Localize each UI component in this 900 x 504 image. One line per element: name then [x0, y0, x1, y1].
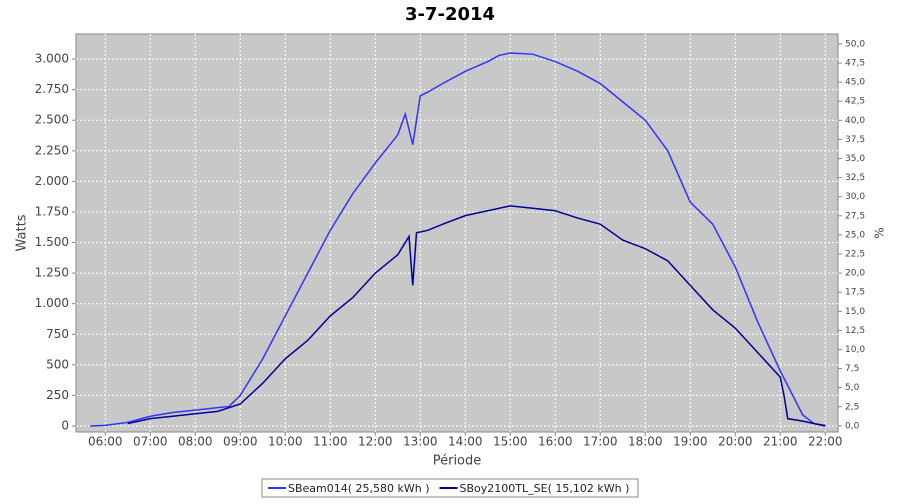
y2-tick-label: 7,5	[845, 364, 859, 374]
y-tick-label: 2.250	[35, 143, 69, 157]
y2-tick-label: 17,5	[845, 288, 865, 298]
y2-axis-label: %	[873, 227, 887, 238]
y2-tick-label: 20,0	[845, 269, 865, 279]
y-tick-label: 250	[46, 388, 69, 402]
y-axis-label: Watts	[15, 214, 30, 251]
x-tick-label: 17:00	[583, 435, 618, 449]
y-tick-label: 1.000	[35, 296, 69, 310]
x-tick-label: 09:00	[223, 435, 258, 449]
legend-label: SBeam014( 25,580 kWh )	[288, 482, 430, 495]
y2-tick-label: 12,5	[845, 326, 865, 336]
y2-tick-label: 25,0	[845, 230, 865, 240]
y-tick-label: 0	[61, 419, 69, 433]
x-tick-label: 12:00	[358, 435, 393, 449]
x-tick-label: 11:00	[313, 435, 348, 449]
y2-tick-label: 37,5	[845, 135, 865, 145]
y2-tick-label: 40,0	[845, 116, 865, 126]
x-tick-label: 21:00	[763, 435, 798, 449]
series-line	[90, 52, 826, 427]
y2-tick-label: 2,5	[845, 402, 859, 412]
series-line	[127, 205, 826, 427]
y2-tick-label: 5,0	[845, 383, 860, 393]
y2-tick-label: 42,5	[845, 97, 865, 107]
y2-tick-label: 47,5	[845, 59, 865, 69]
y2-tick-label: 15,0	[845, 307, 865, 317]
x-tick-label: 06:00	[88, 435, 123, 449]
y2-tick-label: 45,0	[845, 78, 865, 88]
y2-tick-label: 30,0	[845, 192, 865, 202]
chart-title: 3-7-2014	[405, 4, 495, 25]
x-tick-label: 16:00	[538, 435, 573, 449]
x-tick-label: 14:00	[448, 435, 483, 449]
y2-tick-label: 0,0	[845, 421, 860, 431]
y2-tick-label: 10,0	[845, 345, 865, 355]
legend-label: SBoy2100TL_SE( 15,102 kWh )	[460, 482, 630, 495]
x-tick-label: 13:00	[403, 435, 438, 449]
y-tick-label: 500	[46, 357, 69, 371]
x-tick-label: 19:00	[673, 435, 708, 449]
y-tick-label: 2.500	[35, 113, 69, 127]
x-tick-label: 18:00	[628, 435, 663, 449]
x-tick-label: 15:00	[493, 435, 528, 449]
y-tick-label: 2.750	[35, 82, 69, 96]
y2-tick-label: 32,5	[845, 173, 865, 183]
y2-tick-label: 50,0	[845, 39, 865, 49]
y-tick-label: 750	[46, 327, 69, 341]
y2-tick-label: 27,5	[845, 211, 865, 221]
y-tick-label: 1.750	[35, 204, 69, 218]
x-tick-label: 22:00	[808, 435, 843, 449]
y-tick-label: 3.000	[35, 52, 69, 66]
y-tick-label: 1.250	[35, 266, 69, 280]
y-tick-label: 1.500	[35, 235, 69, 249]
x-tick-label: 10:00	[268, 435, 303, 449]
y2-tick-label: 22,5	[845, 250, 865, 260]
x-tick-label: 08:00	[178, 435, 213, 449]
x-tick-label: 20:00	[718, 435, 753, 449]
x-tick-label: 07:00	[133, 435, 168, 449]
x-axis-label: Période	[433, 454, 482, 469]
plot-area	[75, 33, 839, 433]
y2-tick-label: 35,0	[845, 154, 865, 164]
y-tick-label: 2.000	[35, 174, 69, 188]
